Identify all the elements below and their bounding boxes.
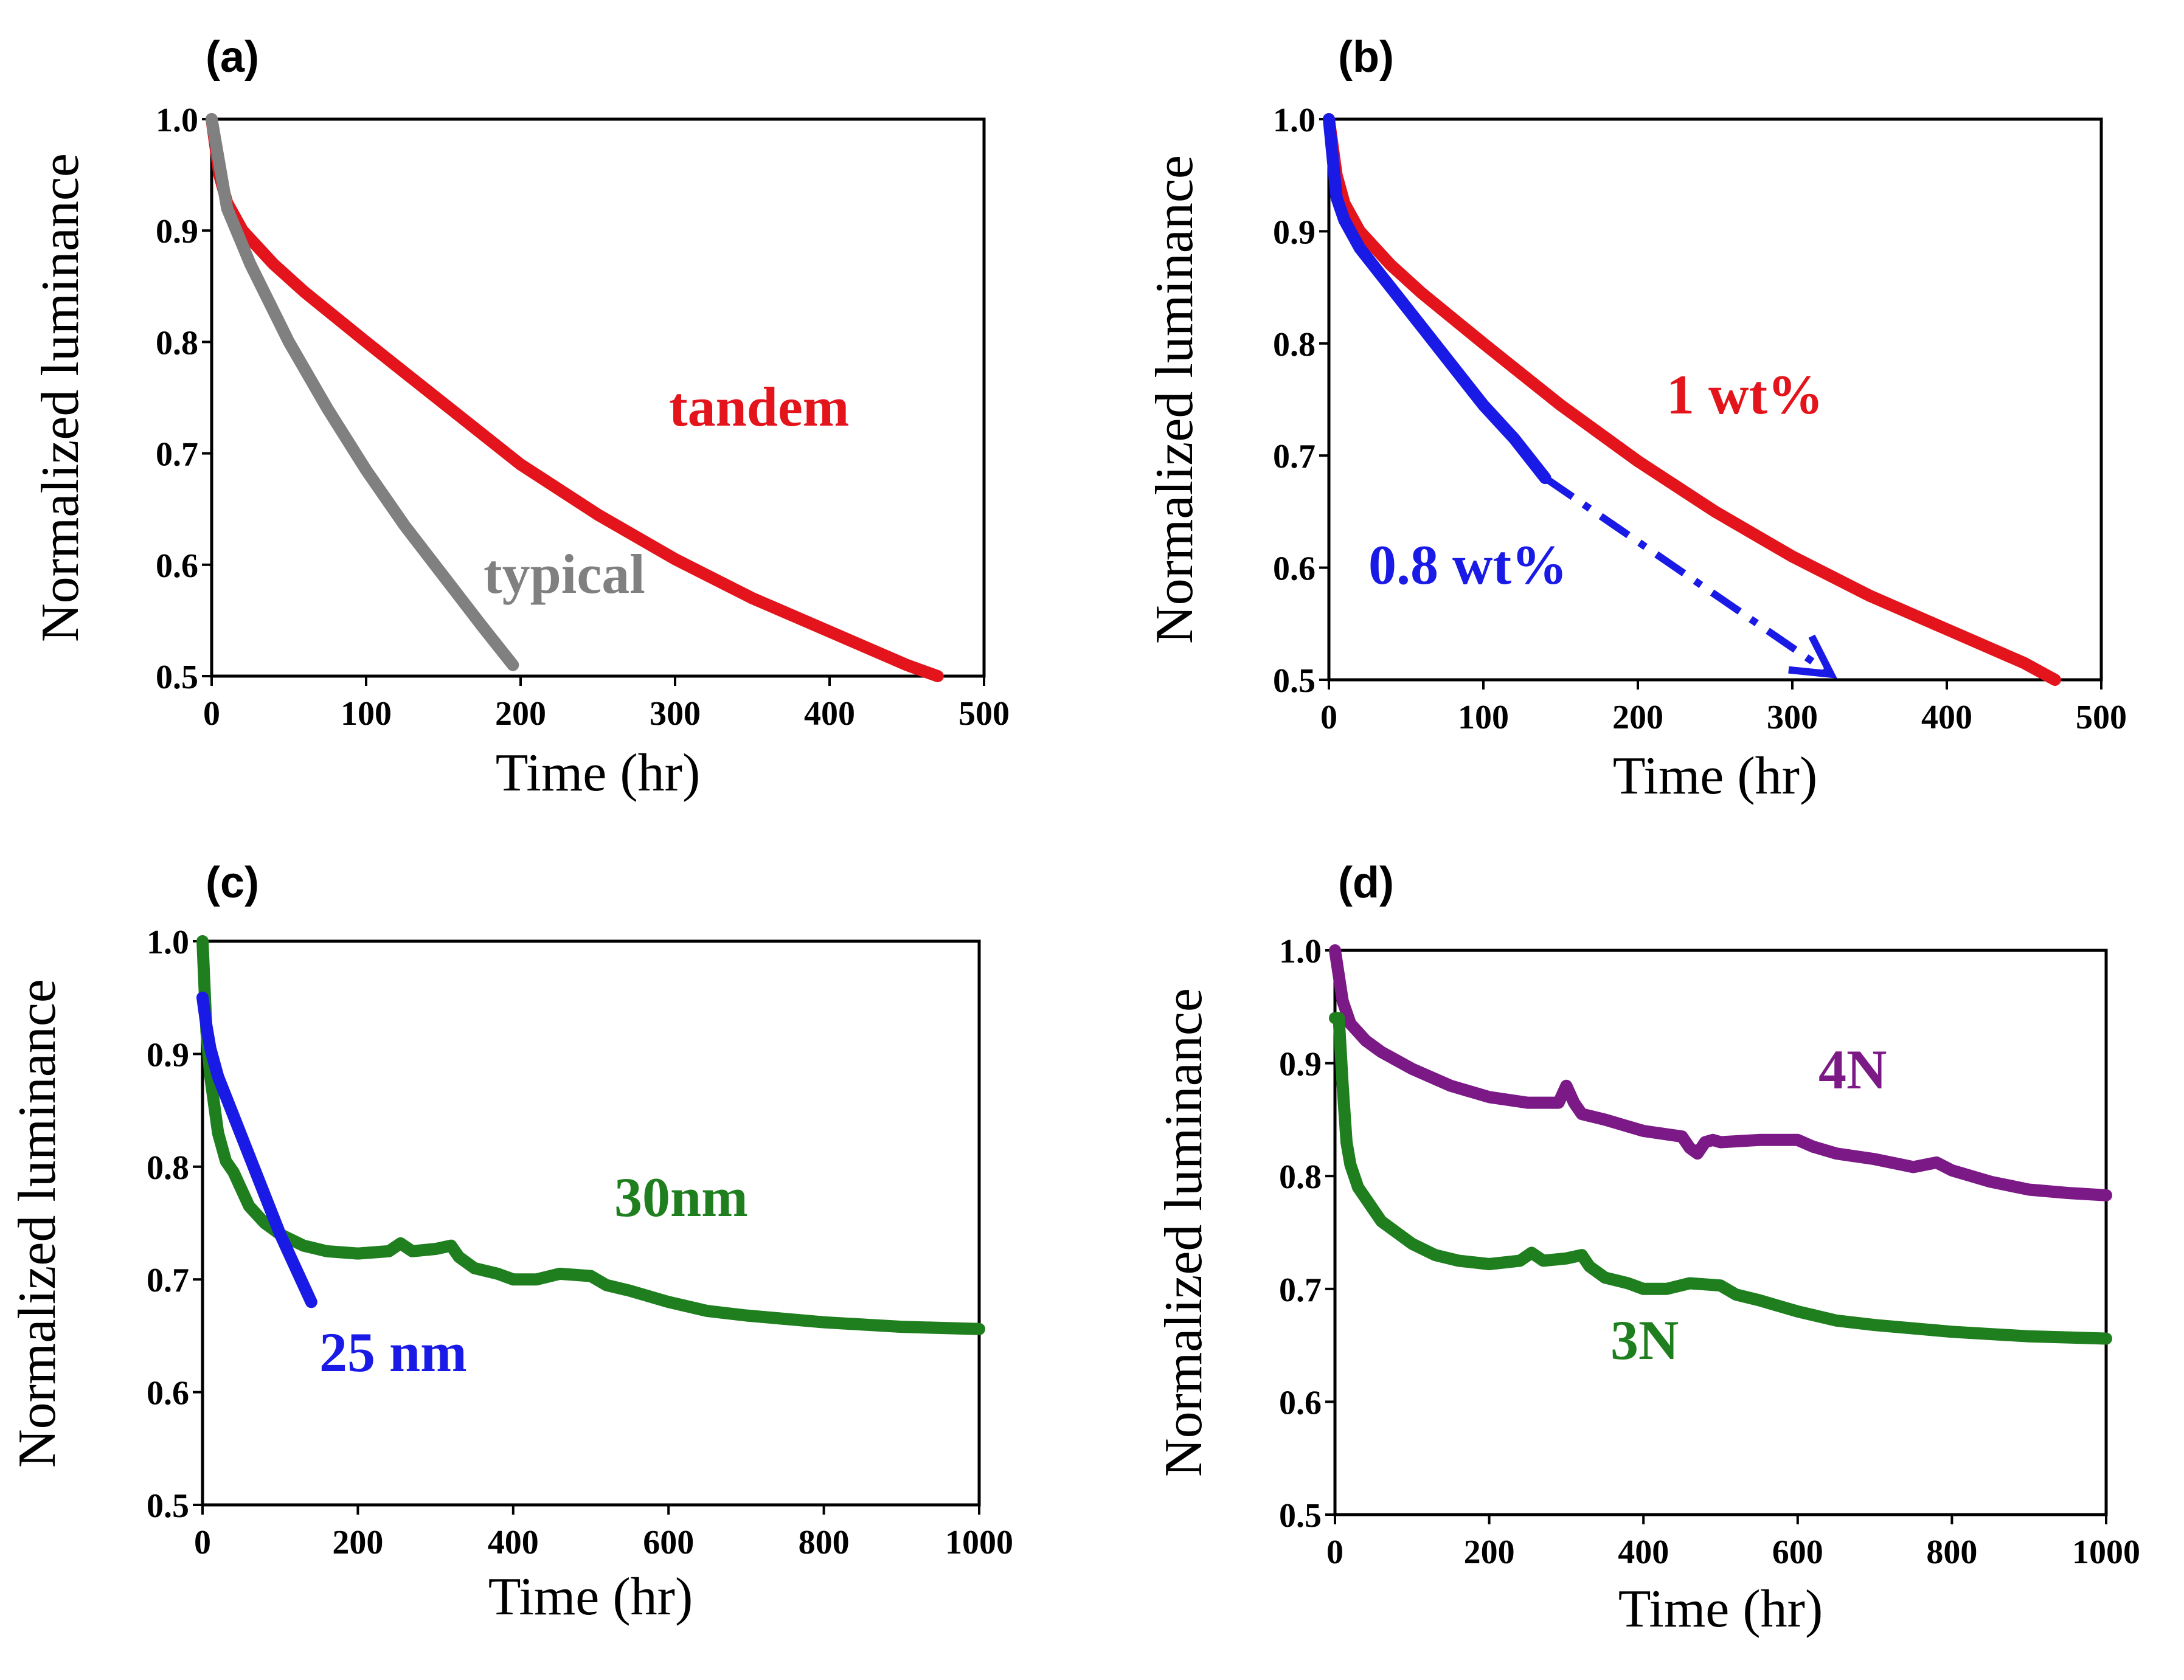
y-tick-label: 0.5 xyxy=(1273,662,1316,700)
x-axis-label: Time (hr) xyxy=(1613,747,1818,806)
y-tick-label: 0.7 xyxy=(1273,438,1316,475)
y-tick-label: 1.0 xyxy=(1273,102,1316,139)
x-tick-label: 400 xyxy=(1618,1533,1669,1571)
y-tick-label: 1.0 xyxy=(147,924,189,961)
x-axis-label: Time (hr) xyxy=(488,1568,693,1626)
y-axis-label: Normalized luminance xyxy=(1154,988,1213,1477)
y-tick-label: 0.5 xyxy=(1279,1497,1322,1535)
panel-label: (c) xyxy=(206,859,259,907)
x-tick-label: 1000 xyxy=(2072,1533,2140,1571)
x-tick-label: 1000 xyxy=(945,1524,1013,1561)
panel-d: (d) 0 200 400 600 800 1000 0.5 0.6 0.7 0.8 0.9 1.0 Ti… xyxy=(1154,859,2140,1639)
series-line-0-8-wt- xyxy=(1323,113,1551,485)
x-tick-label: 600 xyxy=(643,1524,694,1561)
y-tick-label: 0.6 xyxy=(147,1375,189,1412)
panel-b: (b) 0 100 200 300 400 500 0.5 0.6 0.7 0.8 0.9 1.0 Tim… xyxy=(1145,33,2127,806)
y-tick-label: 0.8 xyxy=(156,324,198,362)
y-tick-label: 0.8 xyxy=(1273,326,1316,364)
x-tick-label: 500 xyxy=(959,695,1010,733)
x-tick-label: 800 xyxy=(799,1524,850,1561)
annotation-3n: 3N xyxy=(1610,1309,1679,1371)
plot-frame xyxy=(1327,117,2103,682)
x-tick-label: 200 xyxy=(1612,699,1663,736)
x-tick-label: 300 xyxy=(650,695,701,733)
y-tick-label: 0.9 xyxy=(1279,1046,1322,1084)
series-line-25-nm xyxy=(196,991,317,1308)
x-tick-label: 200 xyxy=(332,1524,383,1561)
plot-frame xyxy=(210,117,986,678)
annotation-tandem: tandem xyxy=(669,376,849,438)
y-tick-label: 0.6 xyxy=(1273,550,1316,588)
series-line-3n xyxy=(1329,1012,2112,1345)
x-tick-label: 400 xyxy=(1921,699,1972,736)
y-tick-label: 0.9 xyxy=(1273,213,1316,251)
y-axis-label: Normalized luminance xyxy=(8,979,67,1468)
y-tick-label: 0.9 xyxy=(156,213,198,251)
x-tick-label: 400 xyxy=(488,1524,539,1561)
series-line-30nm xyxy=(196,935,985,1335)
y-tick-label: 1.0 xyxy=(1279,933,1322,970)
y-tick-label: 0.6 xyxy=(1279,1384,1322,1422)
panel-label: (d) xyxy=(1338,859,1394,907)
series-line-typical xyxy=(206,113,519,671)
x-tick-label: 200 xyxy=(1464,1533,1515,1571)
x-tick-label: 0 xyxy=(194,1524,211,1561)
x-tick-label: 600 xyxy=(1772,1533,1823,1571)
plot-frame xyxy=(201,939,981,1507)
annotation-30nm: 30nm xyxy=(614,1166,748,1228)
annotation-typical: typical xyxy=(484,543,645,605)
x-tick-label: 100 xyxy=(1458,699,1509,736)
annotation-4n: 4N xyxy=(1818,1039,1887,1101)
plot-frame xyxy=(1333,949,2108,1516)
x-tick-label: 300 xyxy=(1767,699,1818,736)
y-tick-label: 0.6 xyxy=(156,547,198,585)
y-tick-label: 0.7 xyxy=(1279,1271,1322,1309)
y-tick-label: 0.8 xyxy=(147,1149,189,1187)
x-tick-label: 800 xyxy=(1926,1533,1977,1571)
trend-arrow-head xyxy=(1788,634,1837,679)
x-tick-label: 400 xyxy=(804,695,855,733)
x-tick-label: 500 xyxy=(2076,699,2127,736)
y-tick-label: 0.9 xyxy=(147,1036,189,1074)
x-tick-label: 200 xyxy=(495,695,546,733)
x-axis-label: Time (hr) xyxy=(496,744,701,803)
panel-label: (b) xyxy=(1338,33,1394,81)
y-axis-label: Normalized luminance xyxy=(31,153,90,642)
trend-arrow-line xyxy=(1543,475,1833,677)
x-tick-label: 0 xyxy=(203,695,220,733)
x-tick-label: 0 xyxy=(1320,699,1337,736)
y-tick-label: 0.5 xyxy=(156,659,198,696)
series-line-4n xyxy=(1329,944,2112,1201)
x-tick-label: 0 xyxy=(1326,1533,1343,1571)
y-tick-label: 1.0 xyxy=(156,102,198,139)
x-tick-label: 100 xyxy=(341,695,392,733)
panel-a: (a) 0 100 200 300 400 500 0.5 0.6 0.7 0.8 0.9 1.0 Tim… xyxy=(31,33,1010,803)
annotation-25-nm: 25 nm xyxy=(319,1321,467,1383)
panel-c: (c) 0 200 400 600 800 1000 0.5 0.6 0.7 0.8 0.9 1.0 Ti… xyxy=(8,859,1013,1626)
annotation-1-wt-: 1 wt% xyxy=(1666,364,1823,426)
annotation-0-8-wt-: 0.8 wt% xyxy=(1368,534,1567,596)
panel-label: (a) xyxy=(206,33,259,81)
y-tick-label: 0.7 xyxy=(147,1262,189,1299)
series-line-1-wt- xyxy=(1323,113,2061,686)
y-tick-label: 0.5 xyxy=(147,1487,189,1525)
x-axis-label: Time (hr) xyxy=(1618,1580,1823,1639)
y-tick-label: 0.8 xyxy=(1279,1158,1322,1196)
y-tick-label: 0.7 xyxy=(156,436,198,474)
y-axis-label: Normalized luminance xyxy=(1145,155,1204,644)
